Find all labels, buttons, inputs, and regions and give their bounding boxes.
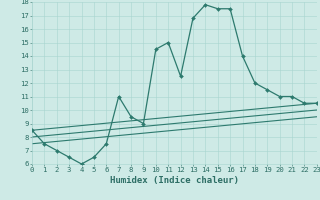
X-axis label: Humidex (Indice chaleur): Humidex (Indice chaleur) — [110, 176, 239, 185]
